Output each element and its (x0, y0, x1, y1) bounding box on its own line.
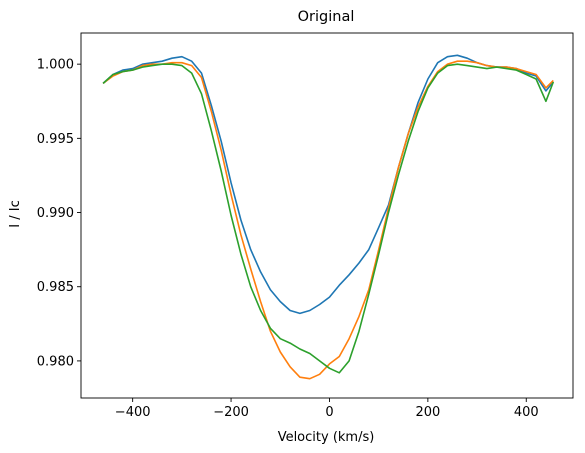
series-line-3 (102, 63, 555, 374)
y-tick-label: 1.000 (37, 58, 74, 73)
plot-frame (80, 32, 574, 399)
x-tick-label: −400 (115, 405, 151, 420)
y-tick-label: 0.980 (37, 354, 74, 369)
x-tick-label: −200 (213, 405, 249, 420)
y-tick-label: 0.990 (37, 206, 74, 221)
x-tick-label: 400 (514, 405, 539, 420)
y-axis: 0.980 0.985 0.990 0.995 1.000 (37, 58, 81, 369)
x-tick-label: 200 (415, 405, 440, 420)
x-axis: −400 −200 0 200 400 (115, 398, 539, 420)
y-tick-label: 0.985 (37, 280, 74, 295)
series-line-2 (102, 60, 554, 380)
y-axis-label: I / Ic (8, 200, 23, 227)
chart-title: Original (298, 9, 355, 25)
x-tick-label: 0 (325, 405, 333, 420)
x-axis-label: Velocity (km/s) (278, 430, 375, 445)
series-line-1 (102, 54, 554, 315)
y-tick-label: 0.995 (37, 132, 74, 147)
plot-area (80, 32, 574, 399)
